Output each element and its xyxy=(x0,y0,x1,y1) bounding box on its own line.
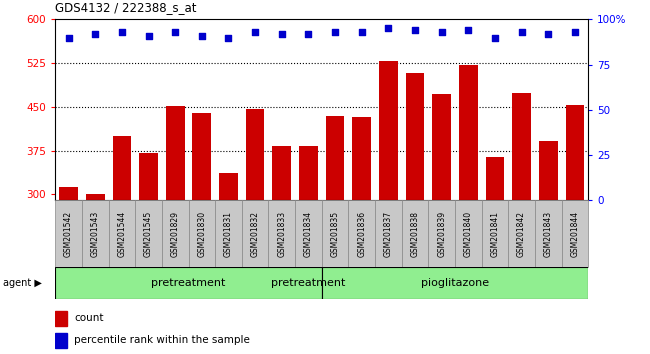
Bar xyxy=(55,200,82,267)
Bar xyxy=(566,105,584,354)
Text: GSM201839: GSM201839 xyxy=(437,211,446,257)
Bar xyxy=(326,115,344,354)
Text: pretreatment: pretreatment xyxy=(151,278,226,288)
Text: GSM201840: GSM201840 xyxy=(464,211,473,257)
Bar xyxy=(268,200,295,267)
Text: GSM201830: GSM201830 xyxy=(198,211,206,257)
Point xyxy=(90,31,101,37)
Point xyxy=(516,29,526,35)
Point xyxy=(410,28,421,33)
Bar xyxy=(215,200,242,267)
Point xyxy=(330,29,341,35)
Bar xyxy=(272,147,291,354)
Point xyxy=(196,33,207,39)
Point xyxy=(250,29,260,35)
Text: GSM201831: GSM201831 xyxy=(224,211,233,257)
Point xyxy=(490,35,501,40)
Text: GSM201841: GSM201841 xyxy=(491,211,499,257)
Text: GSM201843: GSM201843 xyxy=(544,211,552,257)
Bar xyxy=(348,200,375,267)
Text: GDS4132 / 222388_s_at: GDS4132 / 222388_s_at xyxy=(55,1,197,14)
Point xyxy=(117,29,127,35)
Bar xyxy=(455,200,482,267)
Bar xyxy=(322,267,588,299)
Bar xyxy=(55,311,67,326)
Text: count: count xyxy=(74,313,103,323)
Bar xyxy=(166,105,185,354)
Point xyxy=(143,33,154,39)
Bar xyxy=(402,200,428,267)
Text: percentile rank within the sample: percentile rank within the sample xyxy=(74,335,250,345)
Bar xyxy=(562,200,588,267)
Text: GSM201833: GSM201833 xyxy=(278,211,286,257)
Text: GSM201844: GSM201844 xyxy=(571,211,579,257)
Bar xyxy=(59,187,78,354)
Bar xyxy=(242,200,268,267)
Bar xyxy=(162,200,188,267)
Bar xyxy=(482,200,508,267)
Point xyxy=(356,29,367,35)
Bar xyxy=(299,146,318,354)
Point xyxy=(170,29,181,35)
Bar xyxy=(406,73,424,354)
Point xyxy=(224,35,234,40)
Bar xyxy=(322,200,348,267)
Text: GSM201835: GSM201835 xyxy=(331,211,339,257)
Text: agent ▶: agent ▶ xyxy=(3,278,42,288)
Bar xyxy=(428,200,455,267)
Point xyxy=(569,29,580,35)
Bar xyxy=(379,61,398,354)
Text: GSM201829: GSM201829 xyxy=(171,211,179,257)
Point xyxy=(384,25,394,31)
Bar xyxy=(188,200,215,267)
Point xyxy=(277,31,287,37)
Text: GSM201832: GSM201832 xyxy=(251,211,259,257)
Text: pioglitazone: pioglitazone xyxy=(421,278,489,288)
Point xyxy=(463,28,473,33)
Text: pretreatment: pretreatment xyxy=(271,278,346,288)
Bar xyxy=(139,153,158,354)
Bar xyxy=(375,200,402,267)
Text: GSM201544: GSM201544 xyxy=(118,211,126,257)
Bar xyxy=(535,200,562,267)
Bar xyxy=(82,200,109,267)
Text: GSM201834: GSM201834 xyxy=(304,211,313,257)
Bar xyxy=(246,109,265,354)
Text: GSM201543: GSM201543 xyxy=(91,211,99,257)
Bar xyxy=(55,333,67,348)
Bar xyxy=(352,117,371,354)
Bar xyxy=(459,65,478,354)
Text: GSM201842: GSM201842 xyxy=(517,211,526,257)
Bar xyxy=(112,136,131,354)
Bar xyxy=(219,173,238,354)
Bar xyxy=(192,113,211,354)
Bar xyxy=(486,157,504,354)
Bar xyxy=(432,94,451,354)
Text: GSM201836: GSM201836 xyxy=(358,211,366,257)
Point xyxy=(303,31,314,37)
Bar xyxy=(512,93,531,354)
Bar xyxy=(135,200,162,267)
Bar xyxy=(508,200,535,267)
Bar xyxy=(539,141,558,354)
Bar xyxy=(86,194,105,354)
Bar xyxy=(109,200,135,267)
Text: GSM201545: GSM201545 xyxy=(144,211,153,257)
Bar xyxy=(295,200,322,267)
Text: GSM201837: GSM201837 xyxy=(384,211,393,257)
Point xyxy=(437,29,447,35)
Bar xyxy=(55,267,322,299)
Point xyxy=(543,31,554,37)
Text: GSM201542: GSM201542 xyxy=(64,211,73,257)
Point xyxy=(64,35,74,40)
Text: GSM201838: GSM201838 xyxy=(411,211,419,257)
